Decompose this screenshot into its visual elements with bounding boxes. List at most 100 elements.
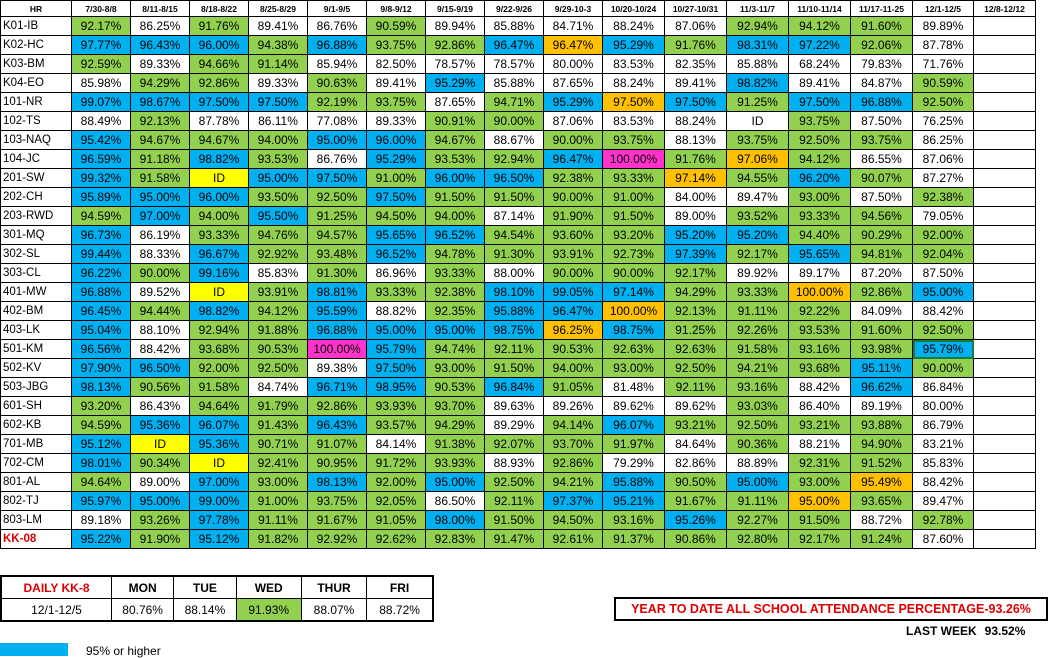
- table-cell[interactable]: 90.07%: [850, 168, 913, 188]
- table-cell[interactable]: 88.67%: [484, 130, 544, 150]
- table-cell[interactable]: 88.49%: [71, 111, 131, 131]
- table-cell[interactable]: 94.81%: [850, 244, 913, 264]
- table-cell[interactable]: 90.63%: [307, 73, 367, 93]
- table-cell[interactable]: 88.89%: [726, 453, 789, 473]
- table-cell[interactable]: 93.21%: [664, 415, 727, 435]
- table-cell[interactable]: 80.00%: [543, 54, 603, 74]
- table-cell[interactable]: 95.79%: [912, 339, 974, 359]
- table-cell[interactable]: 94.12%: [788, 149, 851, 169]
- table-cell[interactable]: 92.83%: [425, 529, 485, 549]
- table-cell[interactable]: 86.84%: [912, 377, 974, 397]
- last-week-label[interactable]: LAST WEEK: [906, 624, 977, 638]
- table-cell[interactable]: 96.52%: [366, 244, 426, 264]
- table-cell[interactable]: 92.35%: [425, 301, 485, 321]
- table-cell[interactable]: [973, 111, 1036, 131]
- table-cell[interactable]: 92.78%: [912, 510, 974, 530]
- table-cell[interactable]: [973, 491, 1036, 511]
- legend-label[interactable]: 95% or higher: [86, 644, 161, 658]
- table-cell[interactable]: 90.95%: [307, 453, 367, 473]
- table-cell[interactable]: 91.50%: [602, 206, 665, 226]
- table-cell[interactable]: 88.21%: [788, 434, 851, 454]
- table-cell[interactable]: 91.50%: [425, 187, 485, 207]
- table-cell[interactable]: 86.76%: [307, 149, 367, 169]
- table-cell[interactable]: 94.21%: [543, 472, 603, 492]
- table-cell[interactable]: 96.47%: [484, 35, 544, 55]
- table-cell[interactable]: 89.47%: [912, 491, 974, 511]
- table-cell[interactable]: 88.10%: [130, 320, 190, 340]
- table-cell[interactable]: 90.00%: [543, 130, 603, 150]
- table-cell[interactable]: 89.33%: [130, 54, 190, 74]
- table-cell[interactable]: 96.88%: [850, 92, 913, 112]
- table-cell[interactable]: 86.19%: [130, 225, 190, 245]
- table-cell[interactable]: 76.25%: [912, 111, 974, 131]
- table-cell[interactable]: 98.82%: [189, 149, 249, 169]
- table-cell[interactable]: ID: [130, 434, 190, 454]
- table-cell[interactable]: 92.17%: [664, 263, 727, 283]
- row-label[interactable]: 502-KV: [0, 358, 72, 378]
- table-cell[interactable]: 92.86%: [543, 453, 603, 473]
- table-cell[interactable]: 86.76%: [307, 16, 367, 36]
- table-cell[interactable]: 88.00%: [484, 263, 544, 283]
- daily-day-wed[interactable]: WED: [235, 575, 302, 599]
- table-cell[interactable]: 91.05%: [543, 377, 603, 397]
- table-cell[interactable]: 93.88%: [850, 415, 913, 435]
- table-cell[interactable]: 96.88%: [307, 320, 367, 340]
- table-cell[interactable]: 78.57%: [425, 54, 485, 74]
- table-cell[interactable]: 92.59%: [71, 54, 131, 74]
- table-cell[interactable]: 92.50%: [664, 358, 727, 378]
- table-cell[interactable]: 97.50%: [788, 92, 851, 112]
- table-cell[interactable]: 86.40%: [788, 396, 851, 416]
- table-cell[interactable]: 94.29%: [130, 73, 190, 93]
- row-label[interactable]: 202-CH: [0, 187, 72, 207]
- table-cell[interactable]: 84.14%: [366, 434, 426, 454]
- table-cell[interactable]: 92.38%: [912, 187, 974, 207]
- table-cell[interactable]: 91.79%: [248, 396, 308, 416]
- table-cell[interactable]: 89.62%: [602, 396, 665, 416]
- table-cell[interactable]: 90.00%: [484, 111, 544, 131]
- table-cell[interactable]: 97.50%: [664, 92, 727, 112]
- table-cell[interactable]: 93.75%: [602, 130, 665, 150]
- table-cell[interactable]: 92.06%: [850, 35, 913, 55]
- table-cell[interactable]: 91.00%: [366, 168, 426, 188]
- table-cell[interactable]: 91.25%: [307, 206, 367, 226]
- table-cell[interactable]: 90.00%: [543, 263, 603, 283]
- table-cell[interactable]: 96.25%: [543, 320, 603, 340]
- table-cell[interactable]: 95.00%: [248, 168, 308, 188]
- table-cell[interactable]: 97.50%: [307, 168, 367, 188]
- table-cell[interactable]: 96.56%: [71, 339, 131, 359]
- table-cell[interactable]: 93.53%: [425, 149, 485, 169]
- table-cell[interactable]: 98.81%: [307, 282, 367, 302]
- table-cell[interactable]: 91.07%: [307, 434, 367, 454]
- table-cell[interactable]: 91.30%: [307, 263, 367, 283]
- table-cell[interactable]: 93.70%: [543, 434, 603, 454]
- table-cell[interactable]: 80.00%: [912, 396, 974, 416]
- table-cell[interactable]: 88.42%: [788, 377, 851, 397]
- table-cell[interactable]: 91.50%: [484, 187, 544, 207]
- table-cell[interactable]: 92.38%: [425, 282, 485, 302]
- table-cell[interactable]: [973, 130, 1036, 150]
- table-cell[interactable]: 98.75%: [484, 320, 544, 340]
- table-cell[interactable]: 93.91%: [543, 244, 603, 264]
- table-cell[interactable]: 98.10%: [484, 282, 544, 302]
- table-cell[interactable]: 97.50%: [248, 92, 308, 112]
- table-cell[interactable]: 93.00%: [602, 358, 665, 378]
- table-cell[interactable]: 93.50%: [248, 187, 308, 207]
- daily-day-thur[interactable]: THUR: [300, 575, 368, 599]
- table-cell[interactable]: [973, 396, 1036, 416]
- row-label[interactable]: 102-TS: [0, 111, 72, 131]
- table-cell[interactable]: 91.11%: [726, 301, 789, 321]
- table-cell[interactable]: 88.13%: [664, 130, 727, 150]
- table-cell[interactable]: 94.74%: [425, 339, 485, 359]
- table-cell[interactable]: 83.53%: [602, 54, 665, 74]
- table-cell[interactable]: 89.94%: [425, 16, 485, 36]
- table-cell[interactable]: 91.37%: [602, 529, 665, 549]
- table-cell[interactable]: 92.11%: [484, 491, 544, 511]
- table-cell[interactable]: 96.43%: [130, 35, 190, 55]
- table-cell[interactable]: 91.58%: [130, 168, 190, 188]
- table-cell[interactable]: 92.38%: [543, 168, 603, 188]
- table-cell[interactable]: 89.62%: [664, 396, 727, 416]
- table-cell[interactable]: 93.16%: [602, 510, 665, 530]
- table-cell[interactable]: 94.12%: [788, 16, 851, 36]
- table-cell[interactable]: 91.50%: [484, 358, 544, 378]
- table-cell[interactable]: 93.16%: [788, 339, 851, 359]
